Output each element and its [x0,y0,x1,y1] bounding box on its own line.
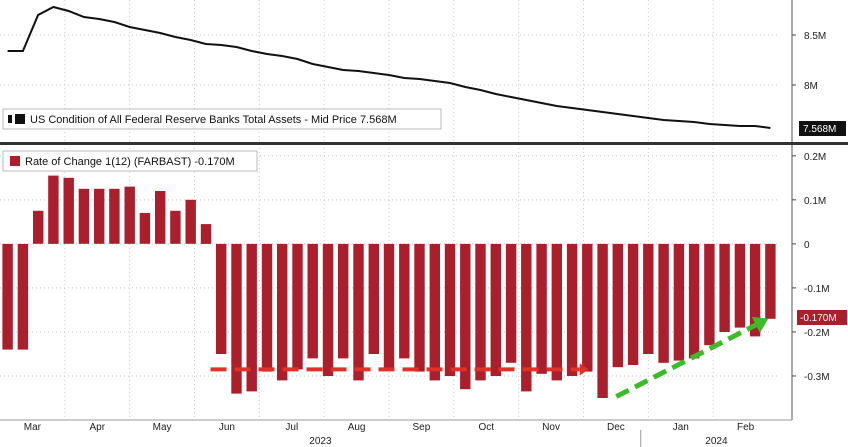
bottom-last-value-tag: -0.170M [797,310,847,325]
bar [139,213,151,244]
bar [338,243,349,359]
bar [765,243,776,319]
top-panel [7,5,771,129]
y-tick-label: 0.2M [804,152,826,163]
bar [688,243,700,359]
panel-divider [0,142,848,145]
bar [551,243,562,381]
bar [399,243,410,359]
bar [78,188,90,244]
green-dashed-trend-arrow [615,322,758,399]
bar [734,243,746,328]
bar [719,243,730,332]
bar [292,243,303,370]
bar [33,210,44,244]
bar [460,243,471,390]
bar [597,243,608,398]
bar [216,243,227,354]
x-tick-label: Sep [413,422,431,433]
bar [444,243,456,376]
x-tick-label: Jul [285,422,298,433]
bar [200,224,212,244]
bar [307,243,318,359]
y-tick-label: 8.5M [804,31,826,42]
bottom-last-value-text: -0.170M [800,313,837,324]
annotation-layer [210,316,769,399]
y-tick-label: 0 [804,240,810,251]
bar [643,243,654,354]
y-tick-label: -0.1M [804,284,830,295]
bar [383,243,395,370]
top-last-value-tag: 7.568M [799,121,846,136]
top-legend-marker-left [8,115,12,123]
bar [2,243,13,350]
bar [612,243,623,368]
y-tick-label: 0.1M [804,196,826,207]
bar [246,243,257,392]
top-legend-swatch [15,114,25,124]
x-tick-label: Oct [479,422,495,433]
bottom-legend: Rate of Change 1(12) (FARBAST) -0.170M [2,150,258,172]
bar [94,188,105,244]
bar [155,191,166,244]
bar [231,243,242,394]
y-tick-label: 8M [804,81,818,92]
x-tick-label: Dec [607,422,625,433]
bar [475,243,486,381]
bar [353,243,364,381]
x-tick-label: Nov [542,422,560,433]
bar [704,243,715,346]
y-tick-label: -0.2M [804,328,830,339]
bar [277,243,288,381]
bar [566,243,578,376]
bar [124,186,135,244]
y-tick-label: -0.3M [804,372,830,383]
x-tick-label: Feb [737,422,755,433]
x-tick-label: May [153,422,172,433]
x-tick-label: Jun [219,422,235,433]
bar [17,243,29,350]
bar [109,188,120,244]
bar [185,199,196,244]
bar [170,210,181,244]
top-legend: US Condition of All Federal Reserve Bank… [2,108,442,130]
bar [322,243,334,376]
bar [490,243,501,376]
green-arrowhead [751,316,769,333]
bottom-panel [2,175,776,398]
bar [261,243,273,372]
x-tick-label: Mar [24,422,42,433]
bar [429,243,440,381]
x-tick-label: Aug [348,422,366,433]
top-last-value-text: 7.568M [803,124,836,135]
bar [368,243,379,354]
bar [536,243,547,374]
x-tick-label: Jan [673,422,689,433]
bottom-legend-swatch [10,156,20,166]
bar [673,243,685,361]
x-tick-label: Apr [90,422,106,433]
bar [505,243,517,363]
top-legend-label: US Condition of All Federal Reserve Bank… [30,114,397,126]
x-year-label: 2024 [705,436,728,447]
bar [658,243,669,363]
bar [63,177,74,244]
bar [48,175,59,244]
bar [749,243,761,337]
bar [414,243,425,372]
bar [521,243,532,392]
line-series-total-assets [7,5,771,129]
bottom-legend-label: Rate of Change 1(12) (FARBAST) -0.170M [25,156,235,168]
bar [582,243,593,372]
bar [627,243,639,365]
x-year-label: 2023 [309,436,332,447]
red-dashed-arrowhead [579,363,589,376]
